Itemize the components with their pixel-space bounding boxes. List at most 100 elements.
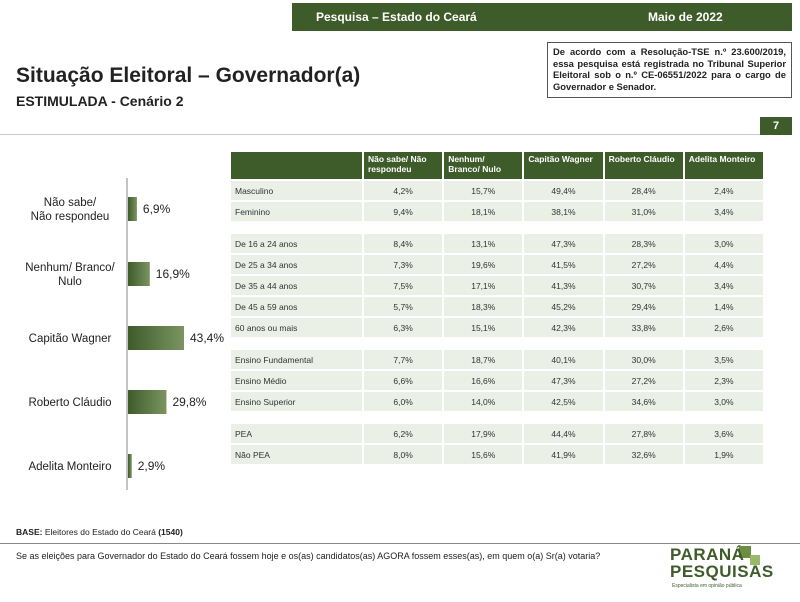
column-header: Roberto Cláudio xyxy=(604,152,683,179)
table-row: De 45 a 59 anos 5,7% 18,3% 45,2% 29,4% 1,4% xyxy=(231,297,763,316)
table-cell: 32,6% xyxy=(604,445,683,464)
row-label: 60 anos ou mais xyxy=(231,318,362,337)
results-bar-chart: 6,9% Não sabe/Não respondeu 16,9% Nenhum/ B… xyxy=(25,178,224,490)
table-cell: 41,5% xyxy=(524,255,603,274)
table-cell: 34,6% xyxy=(604,392,683,411)
category-label-line: Não respondeu xyxy=(31,211,110,223)
table-cell: 47,3% xyxy=(524,371,603,390)
table-cell: 44,4% xyxy=(524,424,603,443)
category-label-line: Capitão Wagner xyxy=(29,333,112,345)
group-separator-cell xyxy=(231,223,763,232)
table-cell: 7,7% xyxy=(364,350,443,369)
table-cell: 1,9% xyxy=(684,445,763,464)
crosstab-header-row: Não sabe/ Não respondeu Nenhum/ Branco/ … xyxy=(231,152,763,179)
table-row: Masculino 4,2% 15,7% 49,4% 28,4% 2,4% xyxy=(231,181,763,200)
table-cell: 1,4% xyxy=(684,297,763,316)
table-cell: 9,4% xyxy=(364,202,443,221)
logo-tagline: Especialista em opinião pública xyxy=(672,583,742,589)
row-label: PEA xyxy=(231,424,362,443)
table-cell: 42,3% xyxy=(524,318,603,337)
row-label: Masculino xyxy=(231,181,362,200)
category-label: Roberto Cláudio xyxy=(28,397,111,409)
group-separator xyxy=(231,413,763,422)
table-cell: 3,4% xyxy=(684,202,763,221)
table-cell: 27,2% xyxy=(604,255,683,274)
table-cell: 33,8% xyxy=(604,318,683,337)
category-label-line: Nenhum/ Branco/ xyxy=(25,262,115,274)
page-subtitle: ESTIMULADA - Cenário 2 xyxy=(16,93,184,109)
group-separator xyxy=(231,223,763,232)
table-row: Ensino Fundamental 7,7% 18,7% 40,1% 30,0% 3,5… xyxy=(231,350,763,369)
column-header: Nenhum/ Branco/ Nulo xyxy=(444,152,523,179)
table-row: PEA 6,2% 17,9% 44,4% 27,8% 3,6% xyxy=(231,424,763,443)
row-label: Não PEA xyxy=(231,445,362,464)
table-cell: 29,4% xyxy=(604,297,683,316)
table-row: De 25 a 34 anos 7,3% 19,6% 41,5% 27,2% 4,4% xyxy=(231,255,763,274)
row-label: De 16 a 24 anos xyxy=(231,234,362,253)
category-label: Não sabe/Não respondeu xyxy=(31,197,110,223)
survey-label: Pesquisa – Estado do Ceará xyxy=(316,10,477,24)
bar xyxy=(128,197,137,221)
column-header: Não sabe/ Não respondeu xyxy=(364,152,443,179)
table-cell: 40,1% xyxy=(524,350,603,369)
row-label: De 25 a 34 anos xyxy=(231,255,362,274)
bar xyxy=(128,454,132,478)
table-row: Ensino Médio 6,6% 16,6% 47,3% 27,2% 2,3% xyxy=(231,371,763,390)
table-row: De 16 a 24 anos 8,4% 13,1% 47,3% 28,3% 3,0% xyxy=(231,234,763,253)
table-row: Ensino Superior 6,0% 14,0% 42,5% 34,6% 3,0% xyxy=(231,392,763,411)
table-cell: 3,0% xyxy=(684,234,763,253)
group-separator xyxy=(231,339,763,348)
table-cell: 7,3% xyxy=(364,255,443,274)
bar-value-label: 2,9% xyxy=(138,459,166,473)
table-cell: 8,4% xyxy=(364,234,443,253)
page-number: 7 xyxy=(760,117,792,135)
table-cell: 18,7% xyxy=(444,350,523,369)
base-text: Eleitores do Estado do Ceará xyxy=(42,527,159,537)
category-label: Nenhum/ Branco/Nulo xyxy=(25,262,115,288)
group-separator-cell xyxy=(231,339,763,348)
table-cell: 27,2% xyxy=(604,371,683,390)
table-cell: 5,7% xyxy=(364,297,443,316)
table-row: De 35 a 44 anos 7,5% 17,1% 41,3% 30,7% 3,4% xyxy=(231,276,763,295)
bar xyxy=(128,326,184,350)
bar xyxy=(128,390,167,414)
table-cell: 3,5% xyxy=(684,350,763,369)
table-cell: 13,1% xyxy=(444,234,523,253)
category-label: Adelita Monteiro xyxy=(28,461,111,473)
table-cell: 31,0% xyxy=(604,202,683,221)
logo-square-icon xyxy=(739,546,751,558)
table-cell: 2,4% xyxy=(684,181,763,200)
table-cell: 6,6% xyxy=(364,371,443,390)
table-cell: 18,1% xyxy=(444,202,523,221)
table-cell: 3,6% xyxy=(684,424,763,443)
table-cell: 30,7% xyxy=(604,276,683,295)
crosstab-table: Não sabe/ Não respondeu Nenhum/ Branco/ … xyxy=(229,150,765,466)
group-separator-cell xyxy=(231,413,763,422)
table-cell: 8,0% xyxy=(364,445,443,464)
table-cell: 28,3% xyxy=(604,234,683,253)
date-label: Maio de 2022 xyxy=(648,10,723,24)
table-cell: 6,0% xyxy=(364,392,443,411)
category-label: Capitão Wagner xyxy=(29,333,112,345)
page-title: Situação Eleitoral – Governador(a) xyxy=(16,64,361,87)
table-cell: 6,3% xyxy=(364,318,443,337)
table-cell: 15,6% xyxy=(444,445,523,464)
table-cell: 4,4% xyxy=(684,255,763,274)
table-cell: 38,1% xyxy=(524,202,603,221)
header-rule xyxy=(0,134,760,135)
table-cell: 49,4% xyxy=(524,181,603,200)
header-bar: Pesquisa – Estado do Ceará Maio de 2022 xyxy=(292,3,792,31)
table-cell: 17,9% xyxy=(444,424,523,443)
table-cell: 2,6% xyxy=(684,318,763,337)
row-label: Ensino Fundamental xyxy=(231,350,362,369)
base-note: BASE: Eleitores do Estado do Ceará (1540… xyxy=(16,527,183,537)
category-label-line: Nulo xyxy=(58,276,82,288)
row-label: De 35 a 44 anos xyxy=(231,276,362,295)
bar xyxy=(128,262,150,286)
row-label: Feminino xyxy=(231,202,362,221)
table-cell: 17,1% xyxy=(444,276,523,295)
survey-question: Se as eleições para Governador do Estado… xyxy=(16,551,601,561)
base-count: (1540) xyxy=(158,527,183,537)
category-label-line: Roberto Cláudio xyxy=(28,397,111,409)
table-cell: 45,2% xyxy=(524,297,603,316)
